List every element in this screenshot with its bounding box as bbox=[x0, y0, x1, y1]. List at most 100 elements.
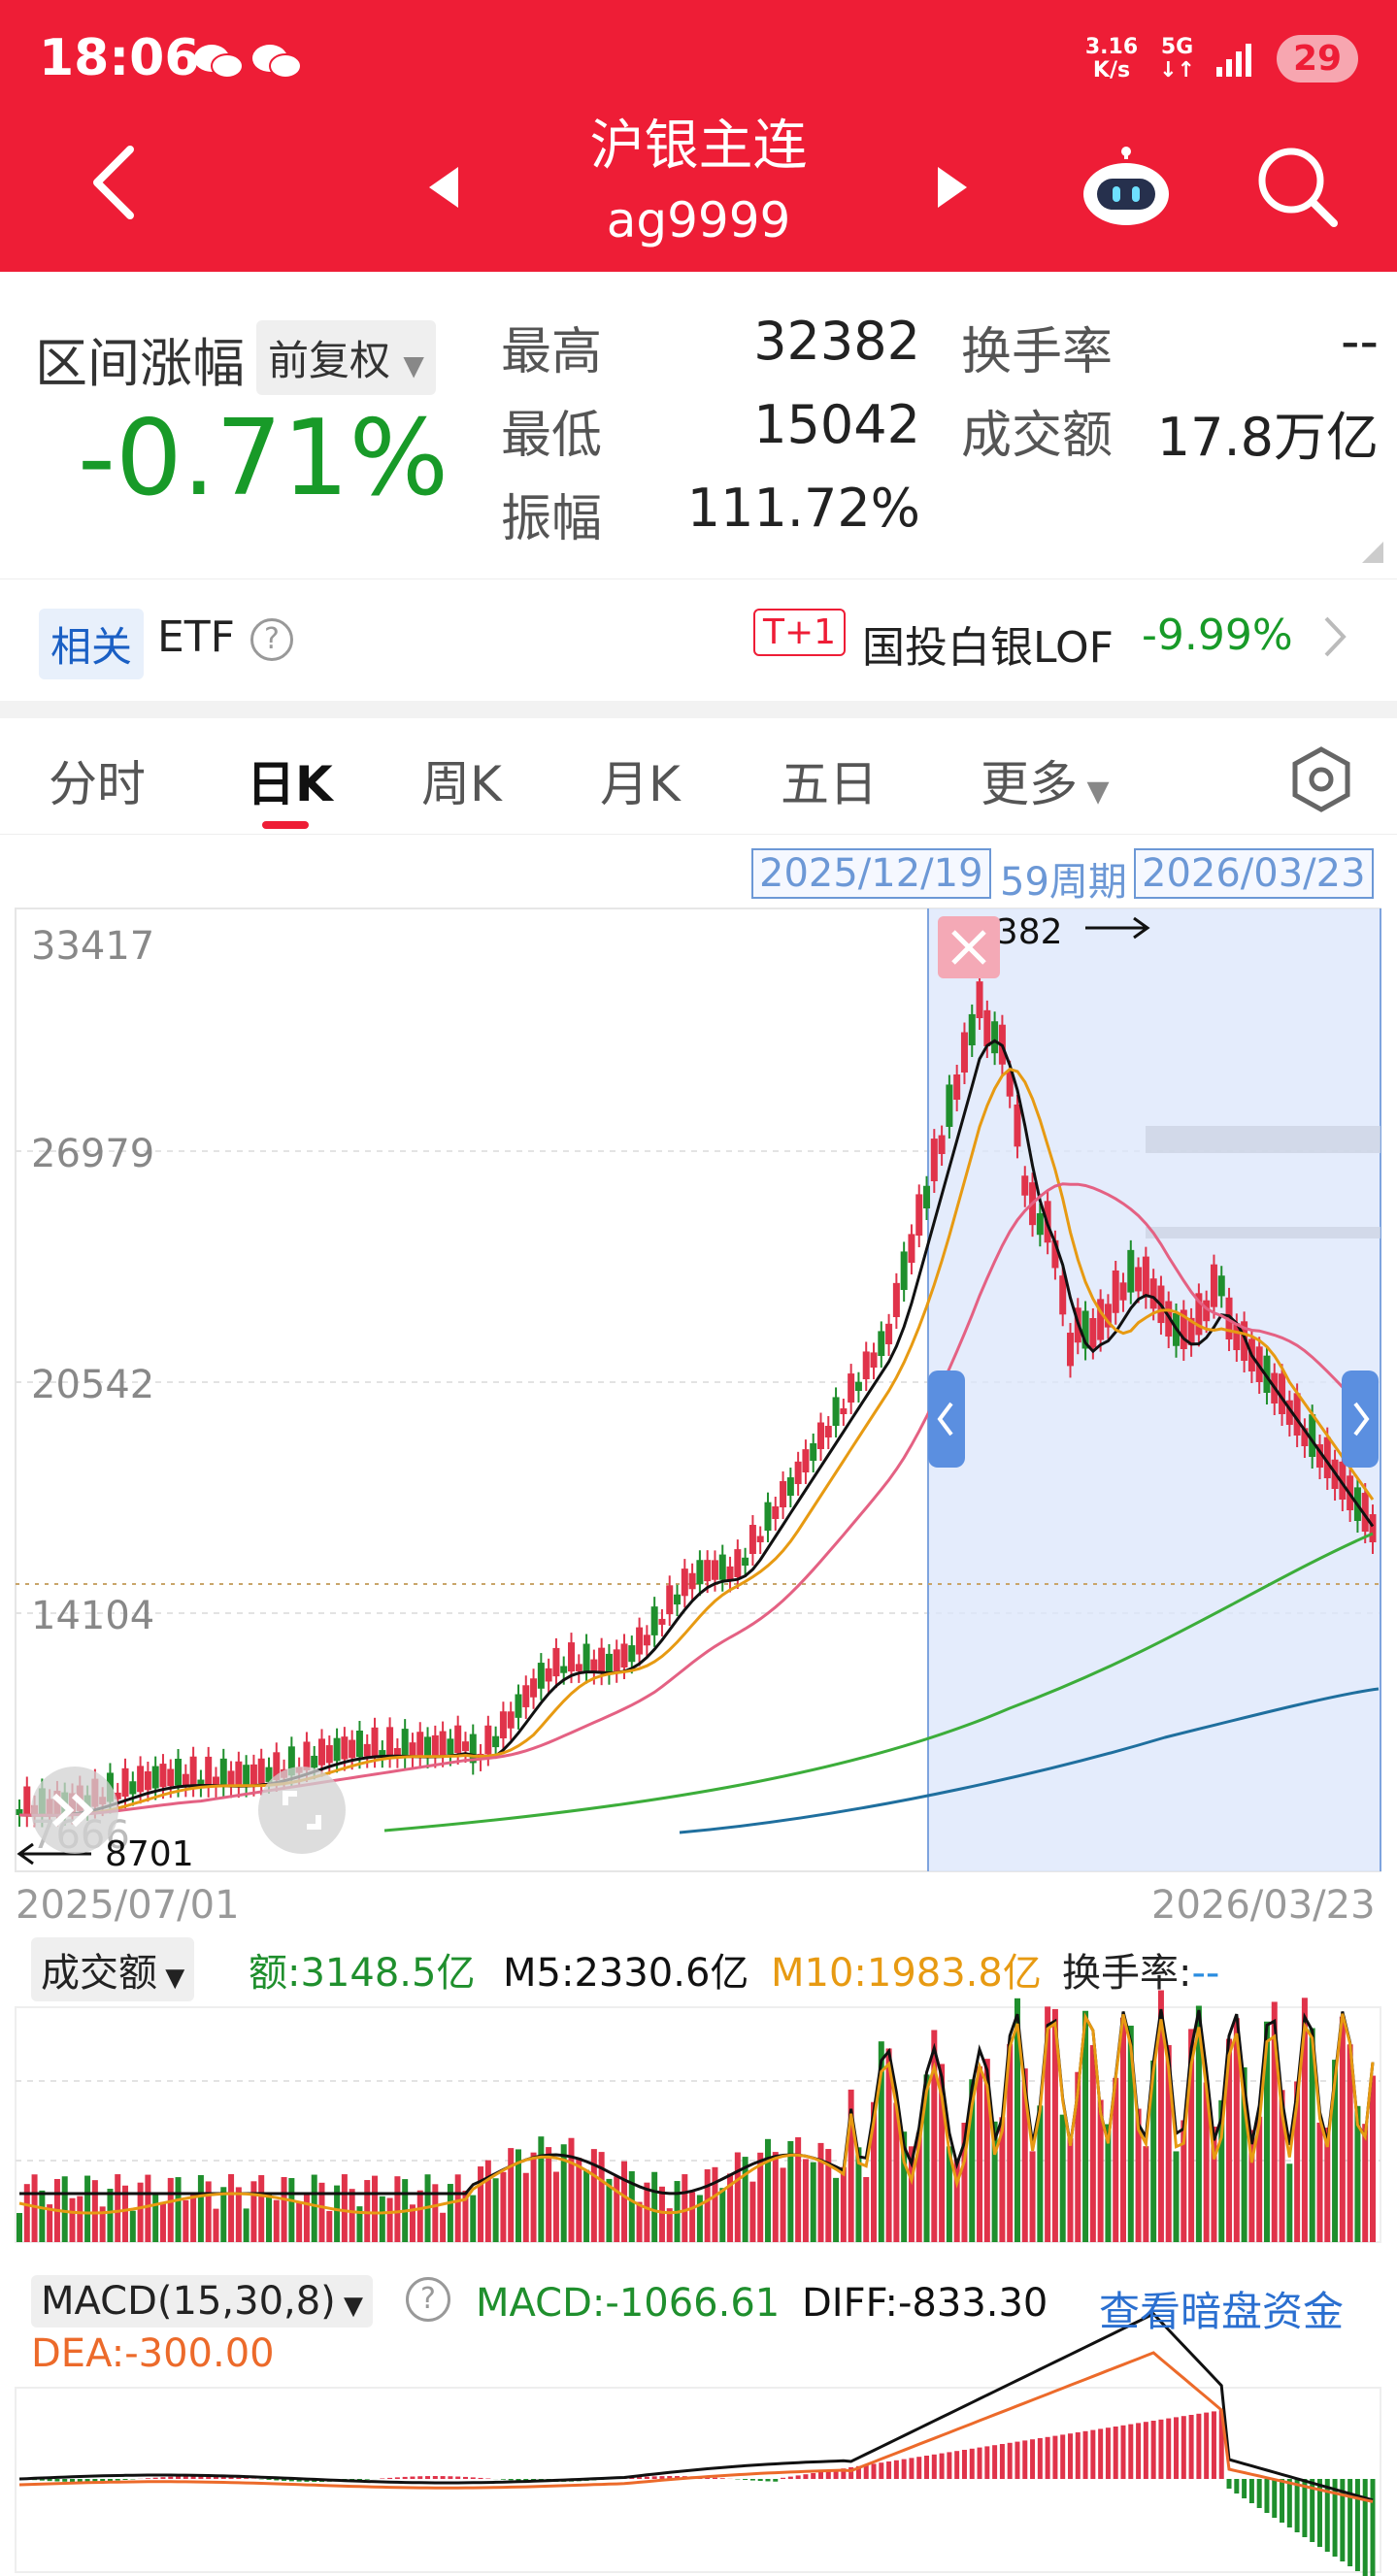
tab-weekly-k[interactable]: 周K bbox=[421, 756, 502, 812]
volume-bar bbox=[1332, 2060, 1339, 2242]
candle-body bbox=[1203, 1300, 1211, 1322]
macd-histogram-bar bbox=[1256, 2479, 1262, 2508]
candle-body bbox=[386, 1727, 394, 1757]
chevron-right-icon bbox=[1353, 1402, 1370, 1437]
volume-bar bbox=[946, 2146, 952, 2242]
t1-badge: T+1 bbox=[753, 609, 847, 656]
range-end-date[interactable]: 2026/03/23 bbox=[1134, 848, 1374, 899]
candle-body bbox=[499, 1711, 507, 1739]
candle-body bbox=[212, 1776, 219, 1787]
search-icon[interactable] bbox=[1252, 142, 1340, 229]
volume-m10: M10:1983.8亿 bbox=[771, 1951, 1042, 1996]
close-selection-button[interactable] bbox=[938, 916, 1000, 978]
macd-histogram-bar bbox=[266, 2479, 272, 2480]
candle-body bbox=[1142, 1256, 1149, 1298]
candle-body bbox=[726, 1566, 734, 1581]
y-axis-label: 26979 bbox=[31, 1132, 155, 1176]
macd-histogram-bar bbox=[198, 2476, 204, 2479]
volume-bar bbox=[983, 2059, 990, 2242]
macd-histogram-bar bbox=[364, 2479, 370, 2480]
volume-bar bbox=[281, 2176, 287, 2242]
volume-bar bbox=[939, 2064, 946, 2242]
macd-histogram-bar bbox=[1014, 2441, 1020, 2479]
volume-bar bbox=[530, 2152, 537, 2242]
settings-hexagon-icon[interactable] bbox=[1287, 745, 1355, 813]
tab-daily-k[interactable]: 日K bbox=[247, 756, 333, 812]
volume-indicator-dropdown[interactable]: 成交额 ▼ bbox=[31, 1937, 195, 2001]
previous-contract-icon[interactable] bbox=[427, 165, 462, 210]
macd-histogram-bar bbox=[954, 2451, 960, 2479]
high-value: 32382 bbox=[753, 311, 920, 372]
macd-histogram-bar bbox=[1302, 2479, 1308, 2537]
candle-body bbox=[16, 1809, 23, 1815]
macd-histogram-bar bbox=[1022, 2440, 1028, 2479]
candle-body bbox=[1263, 1355, 1271, 1393]
volume-bar bbox=[1045, 2006, 1051, 2242]
macd-indicator-dropdown[interactable]: MACD(15,30,8) ▼ bbox=[31, 2275, 374, 2328]
volume-bar bbox=[152, 2192, 159, 2242]
range-right-handle[interactable] bbox=[1342, 1371, 1379, 1468]
macd-histogram-bar bbox=[1234, 2479, 1240, 2493]
volume-bar bbox=[1233, 2018, 1240, 2242]
title-block: 沪银主连 ag9999 bbox=[0, 115, 1397, 250]
next-contract-icon[interactable] bbox=[934, 165, 969, 210]
range-start-date[interactable]: 2025/12/19 bbox=[751, 848, 991, 899]
volume-bar bbox=[122, 2185, 129, 2242]
volume-bar bbox=[1241, 2066, 1247, 2242]
help-icon[interactable]: ? bbox=[406, 2277, 450, 2322]
volume-bar bbox=[658, 2186, 665, 2242]
macd-histogram-bar bbox=[470, 2477, 476, 2479]
macd-histogram-bar bbox=[969, 2448, 975, 2479]
back-icon[interactable] bbox=[87, 144, 142, 221]
help-icon[interactable]: ? bbox=[250, 618, 293, 661]
macd-histogram-bar bbox=[1166, 2418, 1172, 2479]
tab-monthly-k[interactable]: 月K bbox=[600, 756, 681, 812]
adjust-mode-dropdown[interactable]: 前复权 ▼ bbox=[256, 320, 436, 395]
macd-header: MACD(15,30,8) ▼ ? MACD:-1066.61 DIFF:-83… bbox=[0, 2275, 1397, 2392]
volume-amount: 额:3148.5亿 bbox=[249, 1951, 476, 1996]
volume-bar bbox=[606, 2178, 613, 2242]
volume-bar bbox=[296, 2202, 303, 2242]
candle-body bbox=[1119, 1282, 1127, 1301]
candle-body bbox=[537, 1663, 545, 1689]
volume-bar bbox=[855, 2147, 862, 2242]
tab-intraday[interactable]: 分时 bbox=[49, 756, 146, 812]
expand-chart-button[interactable] bbox=[31, 1767, 118, 1854]
expand-corner-icon[interactable] bbox=[1362, 542, 1383, 563]
robot-assistant-icon[interactable] bbox=[1080, 146, 1173, 229]
close-icon bbox=[951, 930, 986, 965]
candle-body bbox=[235, 1761, 243, 1787]
candle-body bbox=[786, 1477, 794, 1496]
tab-five-day[interactable]: 五日 bbox=[781, 756, 878, 812]
volume-bar bbox=[689, 2192, 696, 2242]
candle-body bbox=[287, 1746, 295, 1776]
volume-bar bbox=[1370, 2075, 1376, 2242]
volume-bar bbox=[704, 2169, 711, 2242]
macd-value: MACD:-1066.61 bbox=[476, 2281, 781, 2326]
volume-bar bbox=[1248, 2130, 1255, 2242]
tab-more[interactable]: 更多 ▼ bbox=[981, 756, 1110, 812]
macd-histogram-bar bbox=[1075, 2432, 1081, 2479]
candle-body bbox=[355, 1731, 363, 1758]
candle-body bbox=[643, 1635, 650, 1646]
volume-bar bbox=[39, 2190, 46, 2242]
dark-pool-funds-link[interactable]: 查看暗盘资金 bbox=[1099, 2288, 1345, 2335]
volume-bar bbox=[31, 2174, 38, 2242]
range-left-handle[interactable] bbox=[928, 1371, 965, 1468]
candle-body bbox=[718, 1554, 726, 1580]
candle-body bbox=[605, 1653, 613, 1673]
candle-body bbox=[1180, 1309, 1187, 1349]
volume-bar bbox=[644, 2182, 650, 2242]
macd-histogram-bar bbox=[54, 2479, 60, 2482]
candle-body bbox=[1051, 1239, 1059, 1269]
volume-bar bbox=[833, 2177, 840, 2242]
volume-bar bbox=[91, 2180, 98, 2242]
volume-bar bbox=[1135, 2108, 1142, 2242]
candle-body bbox=[552, 1647, 560, 1677]
fullscreen-button[interactable] bbox=[258, 1767, 346, 1854]
volume-bar bbox=[1105, 2124, 1112, 2242]
candle-body bbox=[1293, 1393, 1301, 1436]
candle-body bbox=[1369, 1514, 1377, 1542]
related-etf-row[interactable]: 相关 ETF ? T+1 国投白银LOF -9.99% bbox=[0, 578, 1397, 701]
